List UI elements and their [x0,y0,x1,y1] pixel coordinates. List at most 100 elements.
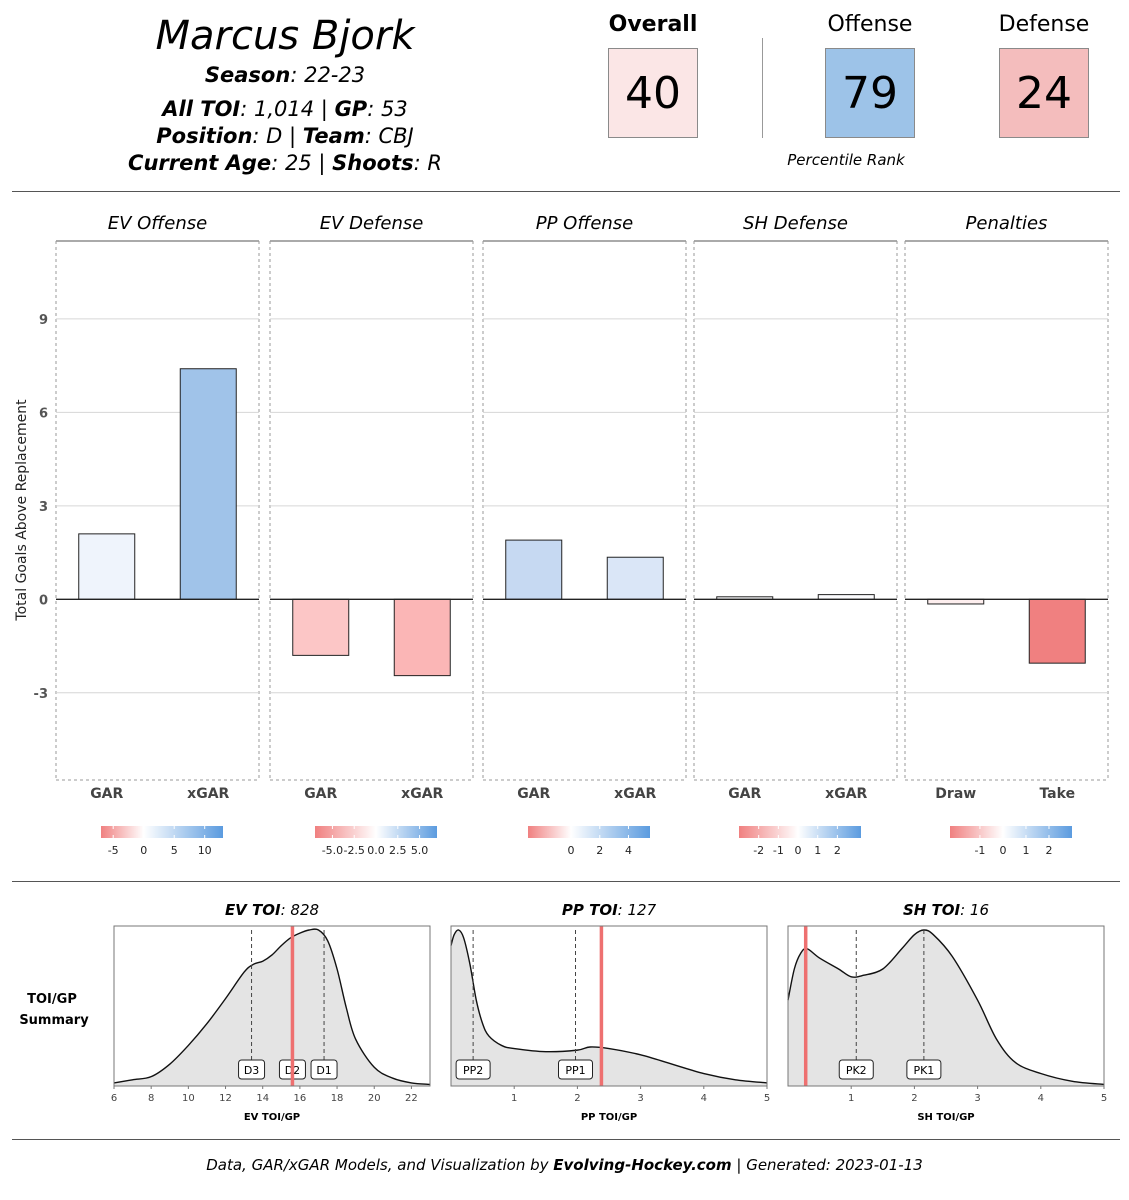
toi-title-label: EV TOI [225,901,281,919]
x-tick-label: Take [1039,786,1075,802]
marker-label: PP1 [565,1064,585,1077]
marker-label: PP2 [463,1064,483,1077]
color-scale-label: 2.5 [389,844,407,857]
row-label-line1: TOI/GP [27,992,77,1007]
marker-label-box [455,1059,491,1080]
facet-ev-offense: EV Offense GAR xGAR -5 0 5 10 [55,213,260,857]
shoots-value: R [427,151,442,175]
color-scale-label: 2 [1045,844,1052,857]
player-name: Marcus Bjork [155,13,415,59]
x-tick-label: 16 [294,1093,307,1104]
x-tick-label: GAR [90,786,123,802]
x-tick-label: 4 [1038,1093,1044,1104]
color-scale-bar [739,826,861,838]
facet-title: PP Offense [536,213,634,234]
bar-xgar [393,598,451,677]
facet-title: Penalties [966,213,1048,234]
bar-draw [927,598,985,605]
color-scale-label: 0 [140,844,147,857]
marker-label: PK1 [913,1064,934,1077]
density-area [451,929,767,1086]
color-scale-label: 0 [795,844,802,857]
color-scale-label: -2 [753,844,764,857]
x-tick-label: GAR [728,786,761,802]
footer-credit: Data, GAR/xGAR Models, and Visualization… [0,1156,1129,1174]
facet-title: EV Offense [108,213,208,234]
marker-label: D3 [244,1064,259,1077]
toi-label: All TOI [162,97,241,121]
defense-rank-value: 24 [999,48,1089,138]
marker-label-box [558,1059,594,1080]
x-tick-label: 5 [1101,1093,1107,1104]
bar-xgar [606,556,664,600]
season-line: Season: 22-23 [204,63,366,87]
bar-take [1028,598,1086,664]
color-scale-label: 10 [198,844,212,857]
color-scale-label: 0 [568,844,575,857]
x-tick-label: 2 [574,1093,580,1104]
team-label: Team [302,124,365,148]
toi-panel-title: SH TOI: 16 [903,901,989,919]
offense-rank-label: Offense [827,12,913,37]
x-tick-label: 6 [111,1093,117,1104]
y-tick-label: 6 [39,406,48,421]
marker-label: D1 [316,1064,331,1077]
toi-panel-frame [450,925,768,1087]
density-line [113,928,431,1086]
toi-panel-title: PP TOI: 127 [562,901,657,919]
color-scale-label: -5.0 [322,844,343,857]
color-scale-label: 1 [1022,844,1029,857]
y-tick-label: 9 [39,313,48,328]
x-axis-label: SH TOI/GP [917,1112,974,1123]
x-tick-label: 3 [637,1093,643,1104]
y-tick-label: 3 [39,500,48,515]
color-scale-bar [528,826,650,838]
x-tick-label: xGAR [401,786,443,802]
position-label: Position [156,124,253,148]
facet-title: EV Defense [320,213,424,234]
toi-title-value: : 127 [618,901,657,919]
bar-gar [292,598,350,656]
gp-value: 53 [380,97,408,121]
color-scale-label: 2 [596,844,603,857]
color-scale-bar [950,826,1072,838]
bar-gar [78,533,136,600]
color-scale-label: 0.0 [367,844,385,857]
color-scale-label: -1 [974,844,985,857]
x-tick-label: 20 [368,1093,381,1104]
density-area [114,929,430,1086]
facet-title: SH Defense [743,213,848,234]
color-scale-label: -1 [773,844,784,857]
bar-gar [505,539,563,600]
color-scale-label: 0 [999,844,1006,857]
toi-panel-sh-toi-gp: SH TOI: 16 PK2 PK1 1 2 3 4 5 SH TOI/GP [787,901,1107,1123]
x-tick-label: 1 [848,1093,854,1104]
age-value: 25 [284,151,312,175]
position-value: D [266,124,283,148]
density-area [788,930,1104,1086]
x-tick-label: 8 [148,1093,154,1104]
x-tick-label: 4 [701,1093,707,1104]
x-tick-label: xGAR [614,786,656,802]
bar-xgar [179,368,237,600]
color-scale-label: -5 [108,844,119,857]
footer-divider [12,1139,1120,1140]
color-scale-bar [101,826,223,838]
age-label: Current Age [128,151,272,175]
color-scale-label: 2 [834,844,841,857]
toi-title-value: : 16 [960,901,989,919]
overall-rank-value: 40 [608,48,698,138]
offense-rank-value: 79 [825,48,915,138]
facet-ev-defense: EV Defense GAR xGAR -5.0 -2.5 0.0 2.5 5.0 [269,213,474,857]
color-scale-label: -2.5 [343,844,364,857]
x-tick-label: 5 [764,1093,770,1104]
toi-title-value: : 828 [281,901,319,919]
x-tick-label: 12 [219,1093,232,1104]
color-scale-label: 5 [171,844,178,857]
toi-panel-title: EV TOI: 828 [225,901,319,919]
marker-label-box [906,1059,942,1080]
rank-divider [762,38,763,138]
x-tick-label: 1 [511,1093,517,1104]
facet-sh-defense: SH Defense GAR xGAR -2 -1 0 1 2 [693,213,898,857]
x-axis-label: PP TOI/GP [581,1112,637,1123]
